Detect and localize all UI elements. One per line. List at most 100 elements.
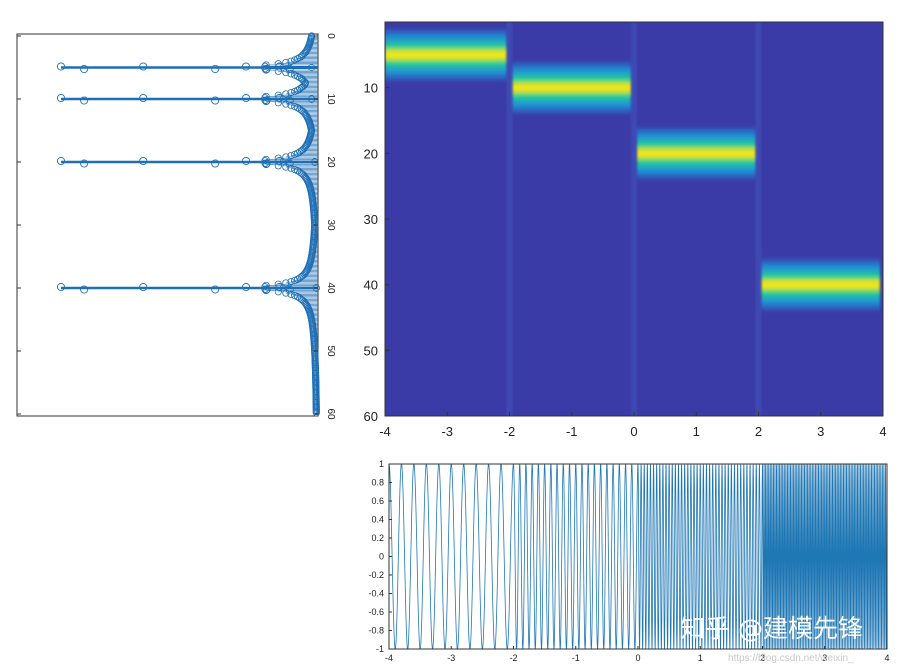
heatmap-ridge xyxy=(512,60,631,116)
stem-marker xyxy=(300,144,308,152)
stem-peak-marker xyxy=(285,96,294,105)
stem-marker xyxy=(287,152,295,160)
stem-marker xyxy=(287,70,295,78)
stem-peak-marker xyxy=(285,64,294,74)
stem-peak-marker xyxy=(275,156,284,166)
stem-marker xyxy=(293,293,302,301)
stem-marker xyxy=(287,89,295,97)
signal-ytick-label: -0.2 xyxy=(368,570,384,580)
stem-ytick-label: 30 xyxy=(325,219,336,231)
stem-marker xyxy=(282,90,290,98)
signal-ytick-label: 1 xyxy=(379,459,384,469)
stem-peak-marker xyxy=(262,159,271,168)
signal-xtick-label: -3 xyxy=(447,653,455,663)
stem-ytick-label: 60 xyxy=(325,408,336,420)
stem-marker xyxy=(287,278,295,286)
stem-peak-marker xyxy=(211,159,220,168)
heatmap-xtick-label: 0 xyxy=(630,424,637,439)
heatmap-xtick-label: -3 xyxy=(441,424,453,439)
signal-ytick-label: -0.4 xyxy=(368,589,384,599)
stem-axis-ticks: 0 10 20 30 40 50 60 xyxy=(17,33,336,420)
stem-marker xyxy=(300,270,308,278)
stem-peak-marker xyxy=(56,282,66,292)
stem-marker xyxy=(287,57,295,65)
stem-ytick-label: 50 xyxy=(325,345,336,357)
signal-xtick-label: 0 xyxy=(635,653,640,663)
heatmap-ytick-label: 30 xyxy=(364,212,378,227)
stem-peak-marker xyxy=(80,159,89,168)
stem-marker xyxy=(300,172,308,180)
stem-peak-marker xyxy=(56,156,66,166)
stem-peak-marker xyxy=(139,93,148,103)
heatmap-xtick-label: 2 xyxy=(755,424,762,439)
stem-marker xyxy=(297,295,306,303)
stem-marker xyxy=(282,58,290,67)
stem-marker xyxy=(300,298,308,306)
stem-peak-marker xyxy=(262,96,271,105)
heatmap-ridges xyxy=(385,22,880,416)
stem-peak-marker xyxy=(262,64,271,74)
signal-xtick-label: 3 xyxy=(822,653,827,663)
signal-xtick-label: -1 xyxy=(572,653,580,663)
stem-marker xyxy=(312,409,320,417)
stem-peak-marker xyxy=(56,93,66,103)
stem-marker xyxy=(300,50,308,58)
stem-marker xyxy=(297,84,306,92)
heatmap-xtick-label: 4 xyxy=(879,424,886,439)
heatmap-ridge xyxy=(385,27,507,83)
heatmap-xtick-label: 3 xyxy=(817,424,824,439)
stem-marker xyxy=(301,48,309,56)
signal-xtick-label: 1 xyxy=(698,653,703,663)
stem-marker xyxy=(297,106,306,114)
stem-marker xyxy=(297,147,306,155)
stem-marker xyxy=(291,276,299,285)
stem-marker xyxy=(293,72,302,80)
stem-marker xyxy=(291,56,299,64)
stem-marker xyxy=(282,279,290,287)
stem-marker xyxy=(287,164,295,172)
heatmap-transition-leak xyxy=(631,22,637,416)
heatmap-ytick-label: 10 xyxy=(364,81,378,96)
stem-peak-marker xyxy=(241,62,251,71)
stem-peak-marker xyxy=(275,62,284,71)
heatmap-ytick-label: 50 xyxy=(364,343,378,358)
heatmap-plot: -4 -3 -2 -1 0 1 2 3 4 10 20 30 40 50 60 xyxy=(364,21,887,439)
stem-marker xyxy=(301,80,309,88)
signal-ytick-label: 0.8 xyxy=(371,478,384,488)
stem-marker xyxy=(282,153,290,161)
heatmap-xtick-label: -2 xyxy=(504,424,516,439)
stem-ytick-label: 20 xyxy=(325,156,336,168)
heatmap-xtick-label: 1 xyxy=(693,424,700,439)
stem-peak-marker xyxy=(211,96,220,105)
heatmap-ridge xyxy=(761,257,880,313)
stem-peak-marker xyxy=(262,285,271,294)
stem-peak-marker xyxy=(139,62,148,71)
stem-marker xyxy=(300,109,308,117)
signal-ytick-label: 0.4 xyxy=(371,515,384,525)
heatmap-transition-leak xyxy=(755,22,762,416)
stem-marks xyxy=(56,32,320,417)
stem-marker xyxy=(287,290,295,298)
stem-peak-marker xyxy=(285,159,294,168)
heatmap-xtick-label: -1 xyxy=(566,424,578,439)
stem-marker xyxy=(301,143,309,151)
signal-ytick-label: 0.6 xyxy=(371,496,384,506)
stem-peak-marker xyxy=(139,282,148,292)
watermark-url: https://blog.csdn.net/weixin_ xyxy=(728,653,854,664)
stem-peak-marker xyxy=(275,93,284,103)
signal-axis-ticks: -4 -3 -2 -1 0 1 2 3 4 1 0.8 0.6 0.4 0.2 0 -0.2 -0.4 -0.6 -… xyxy=(368,459,889,663)
heatmap-ridge xyxy=(637,125,756,181)
signal-ytick-label: -0.6 xyxy=(368,607,384,617)
stem-peak-marker xyxy=(241,156,251,166)
stem-peak-marker xyxy=(56,62,66,71)
heatmap-transition-leak xyxy=(506,22,513,416)
stem-peak-marker xyxy=(241,93,251,103)
signal-ytick-label: -0.8 xyxy=(368,626,384,636)
signal-ytick-label: 0 xyxy=(379,552,384,562)
signal-xtick-label: -4 xyxy=(385,653,393,663)
signal-xtick-label: 4 xyxy=(884,653,889,663)
stem-marker xyxy=(291,87,299,96)
stem-plot: 0 10 20 30 40 50 60 xyxy=(16,32,336,420)
signal-plot: -4 -3 -2 -1 0 1 2 3 4 1 0.8 0.6 0.4 0.2 0 -0.2 -0.4 -0.6 -… xyxy=(368,459,889,663)
